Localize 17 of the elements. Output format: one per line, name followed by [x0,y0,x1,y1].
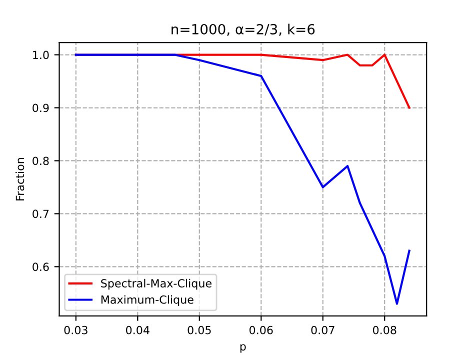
x-tick-label: 0.03 [64,326,88,334]
line-series [74,54,410,305]
x-tick-label: 0.04 [126,326,150,334]
x-tick-label: 0.06 [250,326,273,334]
x-axis-title: p [240,344,246,353]
legend-label: Maximum-Clique [101,295,194,306]
y-tick-label: 0.8 [32,156,49,166]
legend-label: Spectral-Max-Clique [101,278,212,290]
y-axis-title: Fraction [16,158,24,200]
x-tick-label: 0.07 [311,326,334,334]
x-tick-label: 0.08 [372,326,396,334]
y-tick-label: 0.7 [32,210,49,218]
y-tick-label: 1.0 [33,50,49,60]
y-tick-label: 0.9 [32,104,49,112]
x-tick-label: 0.05 [188,326,211,334]
chart-title: n=1000, α=2/3, k=6 [172,24,315,36]
y-tick-label: 0.6 [32,262,49,272]
